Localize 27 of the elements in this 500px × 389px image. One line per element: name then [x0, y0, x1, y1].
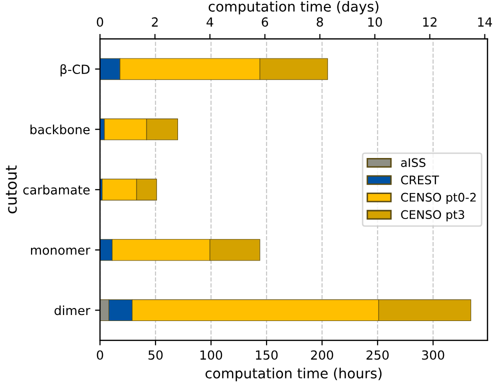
- legend-label: CENSO pt3: [401, 210, 464, 222]
- y-tick-label: monomer: [31, 248, 90, 255]
- legend-label: CREST: [401, 175, 440, 184]
- legend-label: aISS: [401, 158, 426, 168]
- x2-tick-label: 8: [316, 17, 323, 27]
- x-tick-label: 0: [96, 350, 104, 360]
- x-tick-label: 100: [200, 350, 222, 360]
- x-tick-label: 50: [148, 350, 163, 360]
- x2-tick-label: 12: [423, 17, 436, 27]
- y-axis-title: cutout: [6, 165, 17, 214]
- legend-label: CENSO pt0-2: [401, 192, 476, 204]
- x-tick-label: 150: [256, 350, 278, 360]
- x-tick-label: 300: [422, 350, 444, 360]
- y-tick-label: dimer: [54, 305, 90, 316]
- x2-tick-label: 6: [262, 17, 268, 27]
- x2-tick-label: 2: [152, 17, 158, 27]
- x-axis-title: computation time (hours): [206, 368, 382, 382]
- x2-tick-label: 0: [96, 17, 104, 27]
- x-tick-label: 200: [311, 350, 334, 360]
- y-tick-label: β-CD: [60, 64, 90, 76]
- x2-tick-label: 14: [478, 17, 492, 27]
- y-tick-label: carbamate: [23, 184, 90, 195]
- y-tick-label: backbone: [30, 124, 90, 134]
- x2-tick-label: 4: [206, 17, 214, 27]
- x2-tick-label: 10: [368, 17, 382, 27]
- x2-axis-title: computation time (days): [208, 0, 378, 14]
- x-tick-label: 250: [366, 350, 389, 360]
